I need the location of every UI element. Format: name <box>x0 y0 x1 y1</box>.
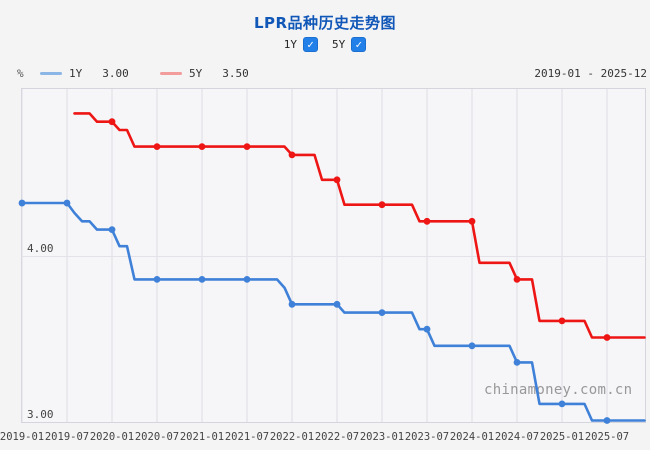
legend: % 1Y 3.00 5Y 3.50 2019-01 - 2025-12 <box>0 67 650 82</box>
x-tick-label: 2023-07 <box>405 431 449 443</box>
series-5Y-marker <box>558 317 566 325</box>
series-1Y-marker <box>468 342 476 350</box>
y-axis-unit-label: % <box>17 67 24 80</box>
legend-item-5y: 5Y 3.50 <box>160 67 249 80</box>
series-5Y-marker <box>468 217 476 225</box>
5y-line-swatch-icon <box>160 72 182 75</box>
toggle-1y-label: 1Y <box>283 38 297 51</box>
toggle-5y-label: 5Y <box>332 38 346 51</box>
series-1Y-line <box>20 201 646 422</box>
x-tick-label: 2025-01 <box>540 431 584 443</box>
1y-line-swatch-icon <box>40 72 62 75</box>
series-1Y-marker <box>108 226 116 234</box>
x-tick-label: 2019-01 <box>0 431 44 443</box>
1y-checkbox[interactable] <box>303 37 318 52</box>
series-5Y-marker <box>513 276 521 283</box>
series-5Y-marker <box>198 143 206 151</box>
series-1Y-marker <box>288 300 296 308</box>
y-tick-label: 4.00 <box>27 242 54 255</box>
legend-1y-value: 3.00 <box>102 67 129 80</box>
series-1Y-marker <box>423 325 431 333</box>
series-1Y-marker <box>513 359 521 366</box>
series-5Y-marker <box>333 176 341 184</box>
x-tick-label: 2022-01 <box>270 431 314 443</box>
x-tick-label: 2024-07 <box>495 431 539 443</box>
series-5Y-marker <box>423 217 431 225</box>
series-5Y-marker <box>288 151 296 159</box>
series-5Y-marker <box>108 118 116 126</box>
x-tick-label: 2024-01 <box>450 431 494 443</box>
watermark: chinamoney.com.cn <box>484 382 632 398</box>
series-1Y-marker <box>63 199 71 207</box>
legend-item-1y: 1Y 3.00 <box>40 67 129 80</box>
series-1Y-marker <box>153 276 161 283</box>
series-5Y-marker <box>153 143 161 151</box>
series-1Y-marker <box>603 417 611 424</box>
x-tick-label: 2020-07 <box>135 431 179 443</box>
series-5Y-line <box>73 112 646 339</box>
y-tick-label: 3.00 <box>27 408 54 421</box>
x-tick-label: 2023-01 <box>360 431 404 443</box>
legend-1y-name: 1Y <box>69 67 83 80</box>
series-5Y-marker <box>378 201 386 209</box>
x-tick-label: 2019-07 <box>45 431 89 443</box>
x-tick-label: 2021-07 <box>225 431 269 443</box>
series-1Y-marker <box>198 276 206 283</box>
x-tick-label: 2020-01 <box>90 431 134 443</box>
series-5Y-marker <box>243 143 251 151</box>
x-tick-label: 2025-07 <box>585 431 629 443</box>
legend-5y-name: 5Y <box>189 67 203 80</box>
series-toggles: 1Y 5Y <box>0 36 650 53</box>
series-1Y-marker <box>243 276 251 283</box>
series-1Y-marker <box>333 300 341 308</box>
page-title: LPR品种历史走势图 <box>253 14 397 32</box>
series-1Y-marker <box>378 309 386 316</box>
series-1Y-marker <box>18 199 26 207</box>
plot-area <box>21 88 646 423</box>
x-tick-label: 2021-01 <box>180 431 224 443</box>
date-range-label: 2019-01 - 2025-12 <box>534 67 647 80</box>
x-tick-label: 2022-07 <box>315 431 359 443</box>
legend-5y-value: 3.50 <box>222 67 249 80</box>
series-5Y-marker <box>603 334 611 341</box>
series-1Y-marker <box>558 400 566 408</box>
5y-checkbox[interactable] <box>351 37 367 52</box>
